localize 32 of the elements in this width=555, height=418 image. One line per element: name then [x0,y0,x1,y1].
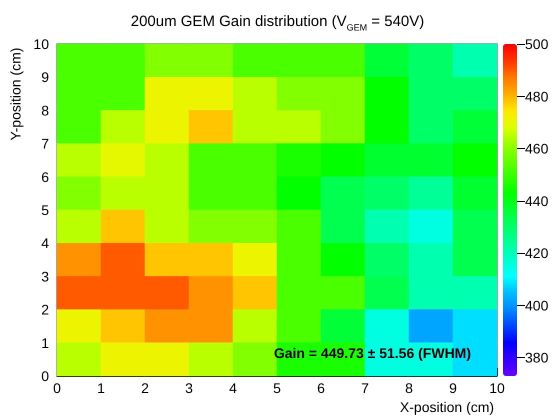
y-tick-label: 2 [41,302,50,318]
x-tick-label: 5 [273,380,282,396]
x-tick-label: 8 [405,380,414,396]
x-tick-label: 1 [97,380,106,396]
color-bar-label: 500 [525,36,549,52]
y-tick-label: 8 [41,102,50,118]
y-axis-title: Y-position (cm) [8,48,24,140]
x-tick-label: 0 [53,380,62,396]
x-tick-label: 6 [317,380,326,396]
color-bar-label: 440 [525,192,549,209]
x-tick-label: 7 [361,380,370,396]
color-bar-label: 460 [525,140,549,157]
y-tick-label: 1 [41,334,50,351]
y-tick-label: 10 [33,36,50,52]
color-bar-label: 400 [525,297,549,314]
y-tick-label: 4 [41,235,50,252]
x-tick-label: 9 [449,380,458,396]
color-bar-label: 480 [525,88,549,104]
x-tick-label: 2 [141,380,150,396]
x-tick-label: 3 [185,380,194,396]
annotation: Gain = 449.73 ± 51.56 (FWHM) [274,345,472,361]
y-tick-label: 7 [41,136,50,152]
y-tick-label: 9 [41,69,50,86]
x-axis-title: X-position (cm) [400,398,494,415]
y-tick-label: 3 [41,268,50,284]
y-tick-label: 6 [41,168,50,185]
x-tick-label: 10 [489,380,505,396]
y-tick-label: 5 [41,202,50,218]
x-tick-label: 4 [229,380,238,396]
y-tick-label: 0 [41,368,50,384]
color-bar-label: 380 [525,350,549,366]
color-bar-label: 420 [525,245,549,262]
